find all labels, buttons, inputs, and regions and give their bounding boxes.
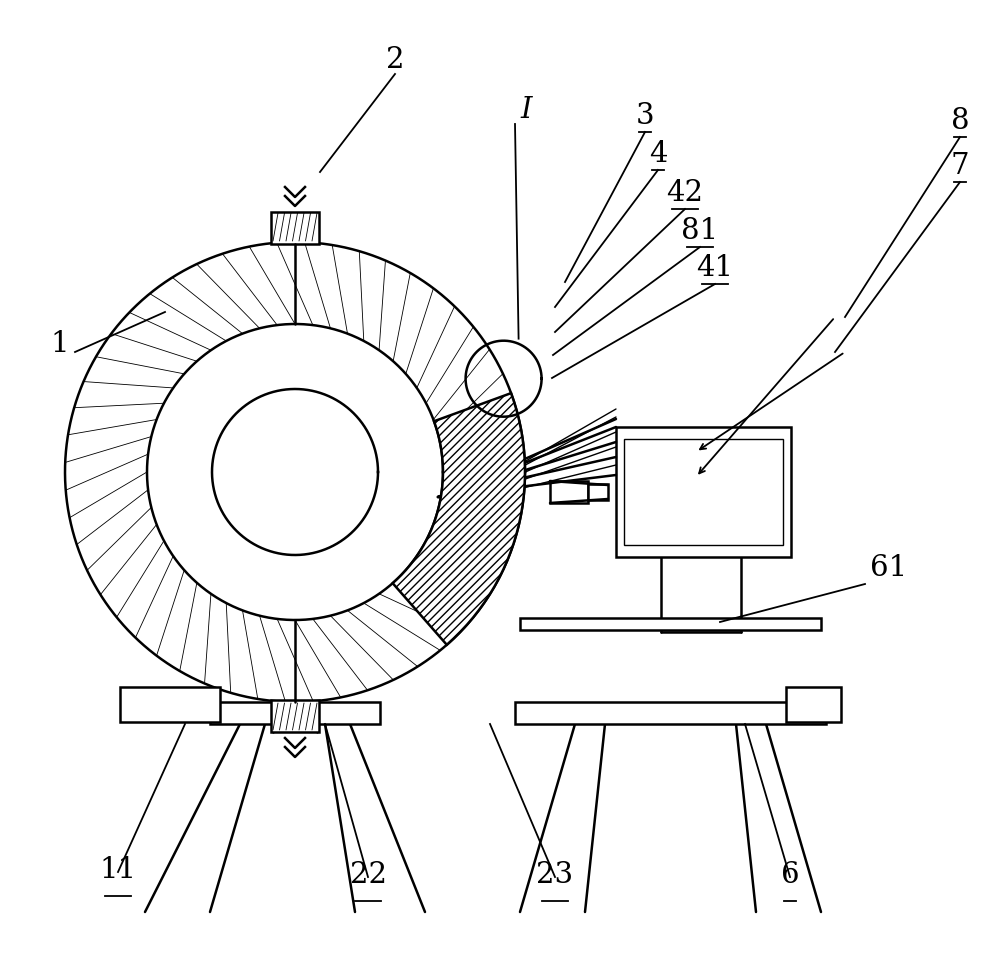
Bar xyxy=(616,427,791,557)
Bar xyxy=(210,702,380,724)
Text: 4: 4 xyxy=(649,140,667,168)
Bar xyxy=(515,702,826,724)
Text: 8: 8 xyxy=(951,107,969,135)
Text: 81: 81 xyxy=(681,217,719,245)
Bar xyxy=(624,439,783,545)
Bar xyxy=(550,481,588,503)
Bar xyxy=(786,687,841,722)
Text: 6: 6 xyxy=(781,861,799,889)
Text: 41: 41 xyxy=(696,254,734,282)
Polygon shape xyxy=(393,393,525,644)
Bar xyxy=(520,618,821,630)
Bar xyxy=(271,212,319,244)
Text: I: I xyxy=(520,96,532,124)
Text: 2: 2 xyxy=(386,46,404,74)
Bar xyxy=(271,700,319,732)
Text: 42: 42 xyxy=(666,179,704,207)
Text: 61: 61 xyxy=(870,554,907,582)
Text: 3: 3 xyxy=(636,102,654,130)
Text: 22: 22 xyxy=(350,861,386,889)
Text: 1: 1 xyxy=(51,330,69,358)
Text: 23: 23 xyxy=(536,861,574,889)
Bar xyxy=(120,687,220,722)
Text: 11: 11 xyxy=(100,856,136,884)
Text: 7: 7 xyxy=(951,152,969,180)
Bar xyxy=(588,484,608,500)
